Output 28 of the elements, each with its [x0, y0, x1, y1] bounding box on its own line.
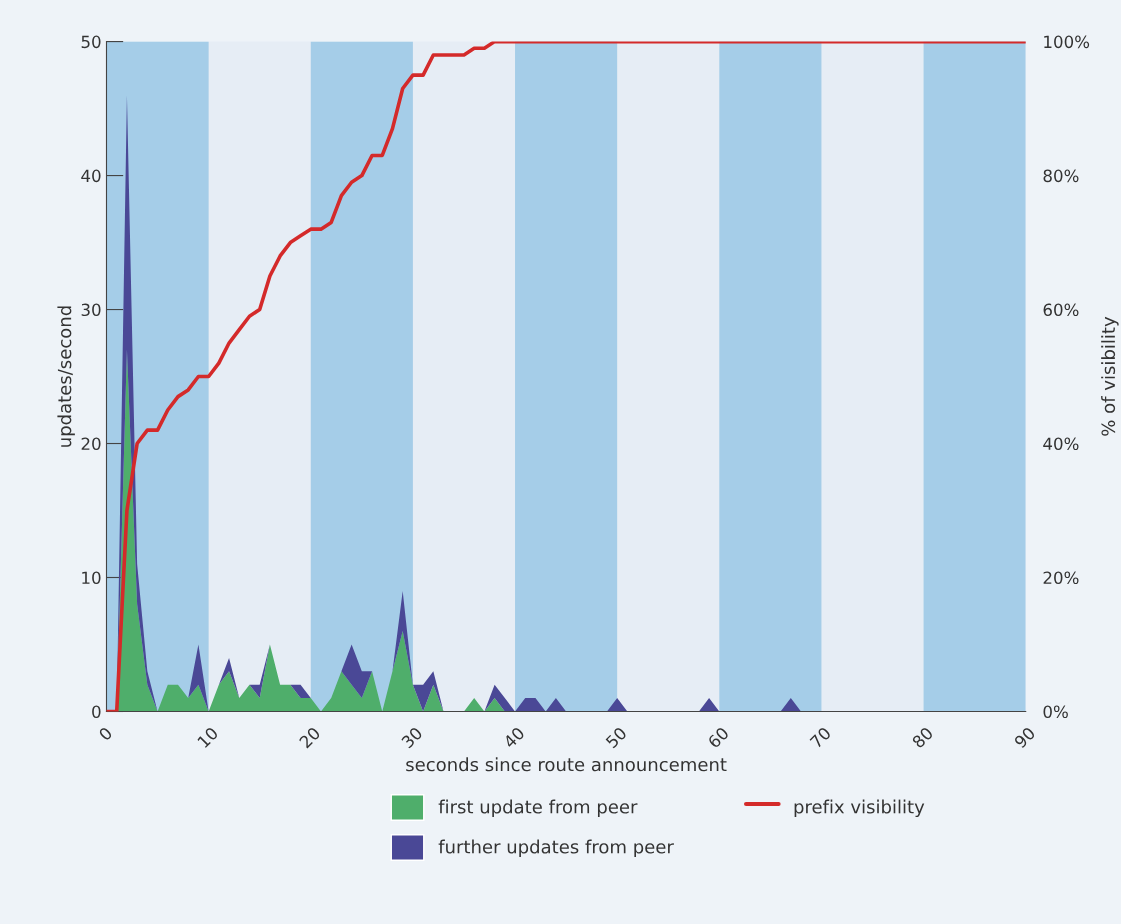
y2-tick-label: 100% — [1044, 35, 1090, 49]
y2-axis-title: % of visibility — [1101, 316, 1119, 436]
x-axis-title: seconds since route announcement — [406, 757, 727, 772]
x-tick-label: 80 — [911, 726, 934, 749]
y-tick-label: 0 — [92, 705, 101, 719]
x-tick-label: 70 — [809, 726, 832, 749]
x-tick-label: 40 — [502, 726, 526, 749]
legend-label: first update from peer — [438, 799, 638, 818]
x-tick-label: 30 — [400, 726, 424, 749]
y2-tick-label: 60% — [1043, 303, 1079, 317]
y-axis-title: updates/second — [57, 306, 75, 447]
y-tick-label: 50 — [81, 35, 101, 49]
x-tick-label: 10 — [196, 726, 219, 749]
x-tick-label: 60 — [707, 726, 730, 749]
y-tick-label: 20 — [81, 437, 101, 451]
y2-tick-label: 0% — [1043, 705, 1068, 719]
x-tick-label: 90 — [1013, 726, 1036, 749]
y2-tick-label: 20% — [1043, 571, 1079, 585]
legend-label: further updates from peer — [438, 839, 674, 858]
x-tick-label: 20 — [298, 726, 321, 749]
legend-label: prefix visibility — [794, 799, 925, 818]
y2-tick-label: 40% — [1043, 437, 1079, 451]
x-tick-label: 0 — [98, 726, 113, 742]
y-tick-label: 10 — [82, 571, 101, 585]
y-tick-label: 40 — [81, 169, 101, 183]
y2-tick-label: 80% — [1043, 169, 1079, 183]
y-tick-label: 30 — [81, 303, 101, 317]
x-tick-label: 50 — [605, 726, 628, 749]
